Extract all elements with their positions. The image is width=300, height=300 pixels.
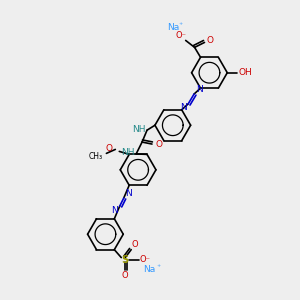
Text: OH: OH [238, 68, 252, 77]
Text: S: S [122, 255, 129, 265]
Text: O⁻: O⁻ [175, 31, 186, 40]
Text: Na: Na [167, 23, 179, 32]
Text: N: N [125, 189, 132, 198]
Text: N: N [180, 103, 187, 112]
Text: N: N [112, 206, 118, 215]
Text: NH: NH [132, 125, 146, 134]
Text: NH: NH [122, 148, 135, 158]
Text: O⁻: O⁻ [140, 255, 151, 264]
Text: ⁺: ⁺ [179, 21, 183, 30]
Text: O: O [132, 240, 139, 249]
Text: Na: Na [143, 265, 155, 274]
Text: O: O [122, 271, 128, 280]
Text: O: O [155, 140, 162, 148]
Text: CH₃: CH₃ [88, 152, 103, 161]
Text: ⁺: ⁺ [157, 263, 161, 272]
Text: N: N [196, 85, 202, 94]
Text: O: O [207, 36, 214, 45]
Text: O: O [106, 144, 113, 153]
